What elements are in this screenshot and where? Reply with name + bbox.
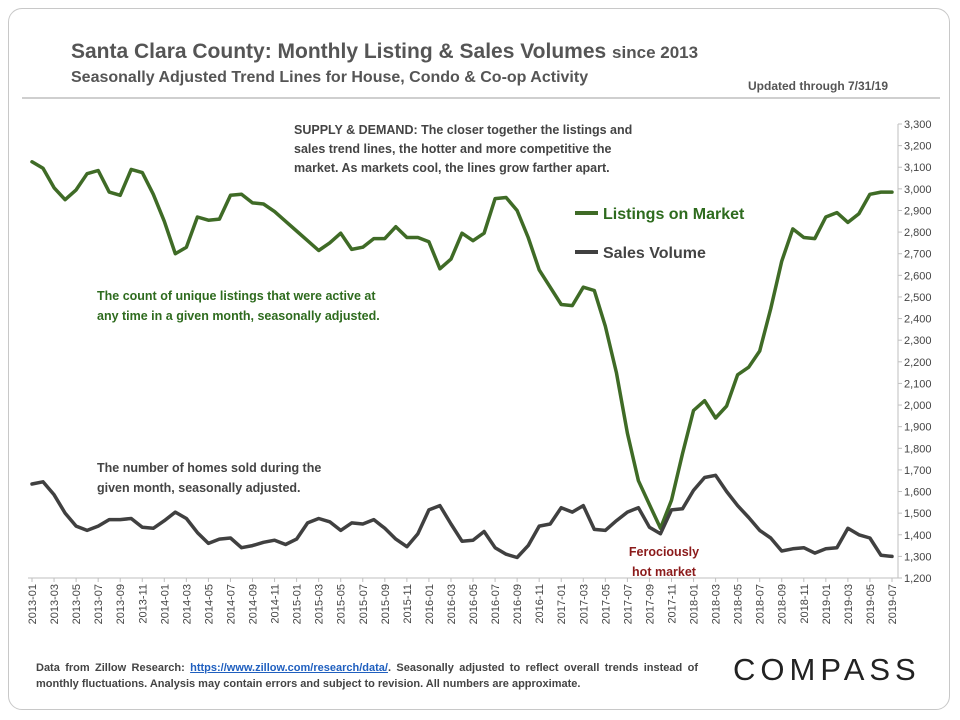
x-tick-label: 2014-07 <box>225 584 237 624</box>
annotation-sales-line: The number of homes sold during the <box>97 461 321 475</box>
chart-frame <box>8 8 950 710</box>
chart-title: Santa Clara County: Monthly Listing & Sa… <box>71 40 699 63</box>
annotation-listings: The count of unique listings that were a… <box>97 289 380 323</box>
y-tick-label: 1,400 <box>904 530 932 542</box>
x-tick-label: 2013-07 <box>93 584 105 624</box>
x-tick-label: 2015-09 <box>380 584 392 624</box>
x-tick-label: 2018-07 <box>755 584 767 624</box>
y-tick-label: 2,300 <box>904 335 932 347</box>
annotation-supply-demand-line: SUPPLY & DEMAND: The closer together the… <box>294 123 632 137</box>
x-tick-label: 2017-09 <box>644 584 656 624</box>
x-tick-label: 2018-01 <box>689 584 701 624</box>
x-tick-label: 2016-11 <box>534 584 546 624</box>
annotation-hot-market-line: Ferociously <box>629 545 699 559</box>
updated-date: Updated through 7/31/19 <box>748 79 889 93</box>
x-tick-label: 2016-03 <box>446 584 458 624</box>
x-tick-label: 2017-05 <box>600 584 612 624</box>
annotation-listings-line: any time in a given month, seasonally ad… <box>97 309 380 323</box>
x-tick-label: 2013-11 <box>137 584 149 624</box>
x-tick-label: 2017-03 <box>578 584 590 624</box>
y-tick-label: 3,300 <box>904 119 932 131</box>
x-tick-label: 2016-07 <box>490 584 502 624</box>
y-tick-label: 2,900 <box>904 205 932 217</box>
annotation-sales: The number of homes sold during the give… <box>97 461 321 495</box>
y-tick-label: 2,400 <box>904 314 932 326</box>
legend: Listings on Market Sales Volume <box>575 206 745 262</box>
x-tick-label: 2018-11 <box>799 584 811 624</box>
x-tick-label: 2013-09 <box>115 584 127 624</box>
x-tick-label: 2015-03 <box>314 584 326 624</box>
x-tick-label: 2015-01 <box>292 584 304 624</box>
series-line-listings <box>30 160 894 531</box>
x-tick-label: 2013-03 <box>49 584 61 624</box>
x-tick-label: 2014-11 <box>270 584 282 624</box>
x-tick-label: 2016-01 <box>424 584 436 624</box>
zillow-link[interactable]: https://www.zillow.com/research/data/ <box>190 662 388 674</box>
x-tick-label: 2019-07 <box>887 584 899 624</box>
x-tick-label: 2014-09 <box>248 584 260 624</box>
title-divider <box>22 97 940 99</box>
x-tick-label: 2018-09 <box>777 584 789 624</box>
x-tick-label: 2017-01 <box>556 584 568 624</box>
x-tick-label: 2015-11 <box>402 584 414 624</box>
y-tick-label: 1,900 <box>904 422 932 434</box>
y-tick-label: 1,700 <box>904 465 932 477</box>
y-tick-label: 3,100 <box>904 162 932 174</box>
annotation-sales-line: given month, seasonally adjusted. <box>97 481 301 495</box>
x-tick-label: 2013-01 <box>27 584 39 624</box>
plot-area <box>28 124 899 579</box>
annotation-supply-demand-line: market. As markets cool, the lines grow … <box>294 161 610 175</box>
y-tick-label: 1,300 <box>904 551 932 563</box>
y-tick-label: 1,600 <box>904 487 932 499</box>
x-tick-label: 2019-05 <box>865 584 877 624</box>
x-tick-label: 2016-05 <box>468 584 480 624</box>
x-tick-label: 2014-01 <box>159 584 171 624</box>
annotation-supply-demand: SUPPLY & DEMAND: The closer together the… <box>294 123 632 175</box>
annotation-supply-demand-line: sales trend lines, the hotter and more c… <box>294 142 611 156</box>
footer-note: Data from Zillow Research: https://www.z… <box>36 662 698 690</box>
series-layer <box>30 160 894 560</box>
x-tick-label: 2018-05 <box>733 584 745 624</box>
y-tick-label: 2,500 <box>904 292 932 304</box>
y-tick-label: 2,100 <box>904 378 932 390</box>
chart-subtitle: Seasonally Adjusted Trend Lines for Hous… <box>71 69 589 86</box>
legend-label-listings: Listings on Market <box>603 206 745 223</box>
y-tick-label: 1,800 <box>904 443 932 455</box>
y-tick-label: 1,200 <box>904 573 932 585</box>
x-tick-label: 2015-07 <box>358 584 370 624</box>
x-axis: 2013-01 2013-03 2013-05 2013-07 2013-09 2013-… <box>27 578 899 624</box>
x-tick-label: 2017-11 <box>666 584 678 624</box>
series-line-sales <box>30 473 894 560</box>
x-tick-label: 2016-09 <box>512 584 524 624</box>
x-tick-label: 2013-05 <box>71 584 83 624</box>
y-tick-label: 1,500 <box>904 508 932 520</box>
x-tick-label: 2018-03 <box>711 584 723 624</box>
annotation-hot-market: Ferociously hot market <box>629 545 699 579</box>
y-tick-label: 3,000 <box>904 184 932 196</box>
x-tick-label: 2019-03 <box>843 584 855 624</box>
compass-logo: COMPASS <box>733 652 921 687</box>
x-tick-label: 2019-01 <box>821 584 833 624</box>
x-tick-label: 2015-05 <box>336 584 348 624</box>
y-tick-label: 2,600 <box>904 270 932 282</box>
annotation-hot-market-line: hot market <box>632 565 697 579</box>
x-tick-label: 2014-05 <box>203 584 215 624</box>
y-tick-label: 2,200 <box>904 357 932 369</box>
y-tick-label: 2,000 <box>904 400 932 412</box>
y-tick-label: 2,700 <box>904 249 932 261</box>
legend-label-sales: Sales Volume <box>603 245 706 262</box>
x-tick-label: 2017-07 <box>622 584 634 624</box>
annotation-listings-line: The count of unique listings that were a… <box>97 289 376 303</box>
y-tick-label: 3,200 <box>904 141 932 153</box>
chart-title-suffix: since 2013 <box>612 43 699 62</box>
x-tick-label: 2014-03 <box>181 584 193 624</box>
y-axis: 1,200 1,300 1,400 1,500 1,600 1,700 1,800 1,900… <box>898 119 932 585</box>
y-tick-label: 2,800 <box>904 227 932 239</box>
